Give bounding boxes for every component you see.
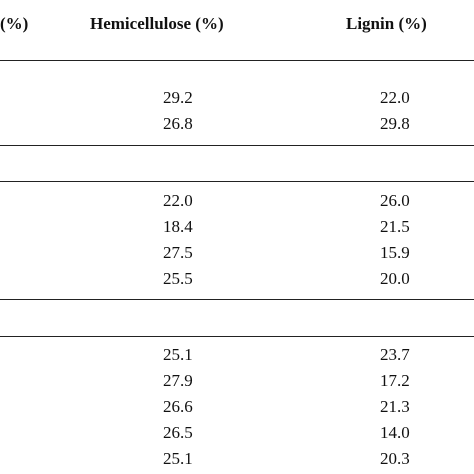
cell-hemicellulose: 18.4: [163, 217, 193, 236]
cell-hemicellulose: 22.0: [163, 191, 193, 210]
group-rule: [0, 181, 474, 182]
cell-lignin: 14.0: [380, 423, 410, 442]
cell-lignin: 29.8: [380, 114, 410, 133]
cell-lignin: 20.3: [380, 449, 410, 468]
cell-hemicellulose: 26.6: [163, 397, 193, 416]
cell-hemicellulose: 26.5: [163, 423, 193, 442]
cell-lignin: 21.3: [380, 397, 410, 416]
cell-lignin: 22.0: [380, 88, 410, 107]
cell-hemicellulose: 27.9: [163, 371, 193, 390]
cell-lignin: 20.0: [380, 269, 410, 288]
header-lignin: Lignin (%): [346, 14, 427, 33]
cell-hemicellulose: 25.5: [163, 269, 193, 288]
header-hemicellulose: Hemicellulose (%): [90, 14, 224, 33]
group-rule: [0, 336, 474, 337]
cell-lignin: 21.5: [380, 217, 410, 236]
group-rule: [0, 299, 474, 300]
group-rule: [0, 145, 474, 146]
cell-hemicellulose: 27.5: [163, 243, 193, 262]
cell-lignin: 23.7: [380, 345, 410, 364]
cell-hemicellulose: 25.1: [163, 449, 193, 468]
cell-lignin: 17.2: [380, 371, 410, 390]
cell-lignin: 26.0: [380, 191, 410, 210]
cell-hemicellulose: 29.2: [163, 88, 193, 107]
header-rule: [0, 60, 474, 61]
cell-lignin: 15.9: [380, 243, 410, 262]
header-partial: (%): [0, 14, 29, 33]
cell-hemicellulose: 25.1: [163, 345, 193, 364]
cell-hemicellulose: 26.8: [163, 114, 193, 133]
